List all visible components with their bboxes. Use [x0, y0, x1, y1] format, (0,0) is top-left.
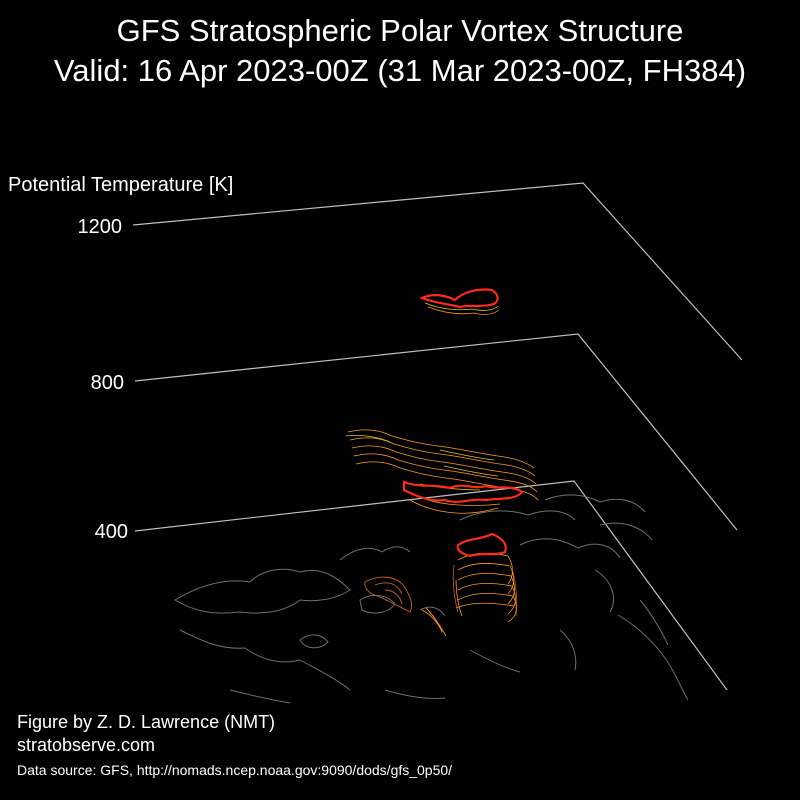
plane-400	[134, 480, 728, 691]
z-axis-label: Potential Temperature [K]	[8, 174, 234, 196]
chart-subtitle: Valid: 16 Apr 2023-00Z (31 Mar 2023-00Z,…	[53, 53, 747, 88]
plane-1200	[132, 182, 743, 361]
z-tick-label: 1200	[77, 216, 123, 238]
coastlines	[174, 494, 689, 704]
plane-800	[134, 333, 738, 531]
data-source-note: Data source: GFS, http://nomads.ncep.noa…	[17, 762, 453, 778]
z-tick-label: 800	[90, 372, 124, 394]
chart-title: GFS Stratospheric Polar Vortex Structure	[116, 13, 684, 48]
author-credit: Figure by Z. D. Lawrence (NMT)	[17, 712, 276, 732]
vortex-level-400	[364, 532, 518, 637]
z-tick-label: 400	[94, 521, 128, 543]
vortex-level-850	[345, 429, 539, 514]
vortex-level-1150	[419, 288, 500, 315]
website-credit: stratobserve.com	[17, 735, 156, 755]
